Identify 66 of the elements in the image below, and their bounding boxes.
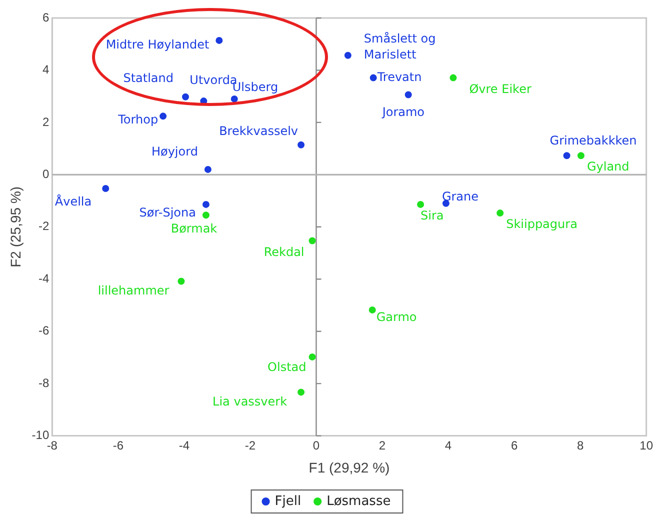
annotation: Trevatn	[376, 70, 422, 84]
point	[102, 185, 110, 192]
point	[204, 166, 212, 173]
point	[308, 353, 316, 360]
point	[577, 152, 584, 160]
point	[308, 237, 316, 244]
annotation: Olstad	[268, 360, 306, 374]
annotation: Gyland	[586, 160, 630, 174]
point	[178, 278, 185, 285]
annotation: Joramo	[381, 104, 425, 119]
point	[202, 200, 210, 208]
annotation: Grimebakkken	[550, 134, 637, 148]
annotation: Skiippagura	[506, 217, 578, 232]
point	[404, 91, 412, 98]
annotation: Garmo	[376, 310, 417, 324]
point	[298, 141, 305, 148]
x-tick-label: 2	[378, 438, 386, 452]
legend-label: Fjell	[274, 494, 302, 509]
legend-label: Løsmasse	[326, 494, 391, 509]
x-tick-label: 4	[444, 438, 452, 452]
y-axis-title: F2 (25,95 %)	[7, 186, 24, 268]
annotation: Midtre Høylandet	[106, 38, 210, 52]
point	[370, 74, 377, 82]
annotation: Småslett og Marislett	[364, 31, 436, 62]
y-tick-label: -4	[38, 271, 50, 286]
annotation: Brekkvasselv	[219, 124, 298, 138]
point	[182, 93, 190, 100]
annotation: Børmak	[170, 221, 218, 236]
annotation: Sør-Sjona	[139, 206, 196, 220]
point	[298, 388, 305, 396]
annotation: Torhop	[117, 112, 158, 126]
y-tick-label: -8	[38, 376, 50, 390]
x-tick-label: 8	[576, 438, 584, 452]
x-tick-label: 0	[312, 438, 320, 452]
y-tick-label: 2	[42, 114, 50, 129]
annotation: Øvre Eiker	[469, 82, 532, 96]
point	[417, 200, 424, 208]
y-tick-label: 4	[42, 62, 50, 77]
annotation: Åvella	[54, 194, 92, 209]
annotation: Rekdal	[264, 244, 304, 259]
point	[216, 36, 223, 44]
x-tick-label: -6	[112, 438, 124, 452]
point	[496, 210, 504, 217]
x-tick-label: -4	[178, 438, 190, 452]
annotation: Lia vassverk	[212, 394, 288, 408]
point	[563, 152, 570, 160]
annotation: Sira	[420, 208, 444, 223]
point	[368, 306, 376, 314]
point	[160, 112, 167, 120]
y-tick-label: -6	[38, 324, 50, 338]
y-tick-label: 6	[42, 10, 50, 24]
y-tick-label: -2	[38, 219, 50, 234]
point	[450, 74, 457, 82]
x-tick-label: 10	[640, 438, 654, 452]
point	[230, 95, 238, 102]
annotation: Grane	[442, 190, 479, 204]
point	[202, 212, 210, 219]
annotation: lillehammer	[98, 283, 170, 298]
annotation: Statland	[123, 70, 174, 85]
point	[344, 52, 352, 59]
x-tick-label: -2	[244, 438, 256, 452]
x-axis-title: F1 (29,92 %)	[308, 459, 390, 476]
annotation: Høyjord	[151, 144, 198, 159]
x-tick-label: 6	[510, 438, 518, 452]
y-tick-label: -10	[32, 428, 50, 442]
y-tick-label: 0	[42, 166, 50, 181]
